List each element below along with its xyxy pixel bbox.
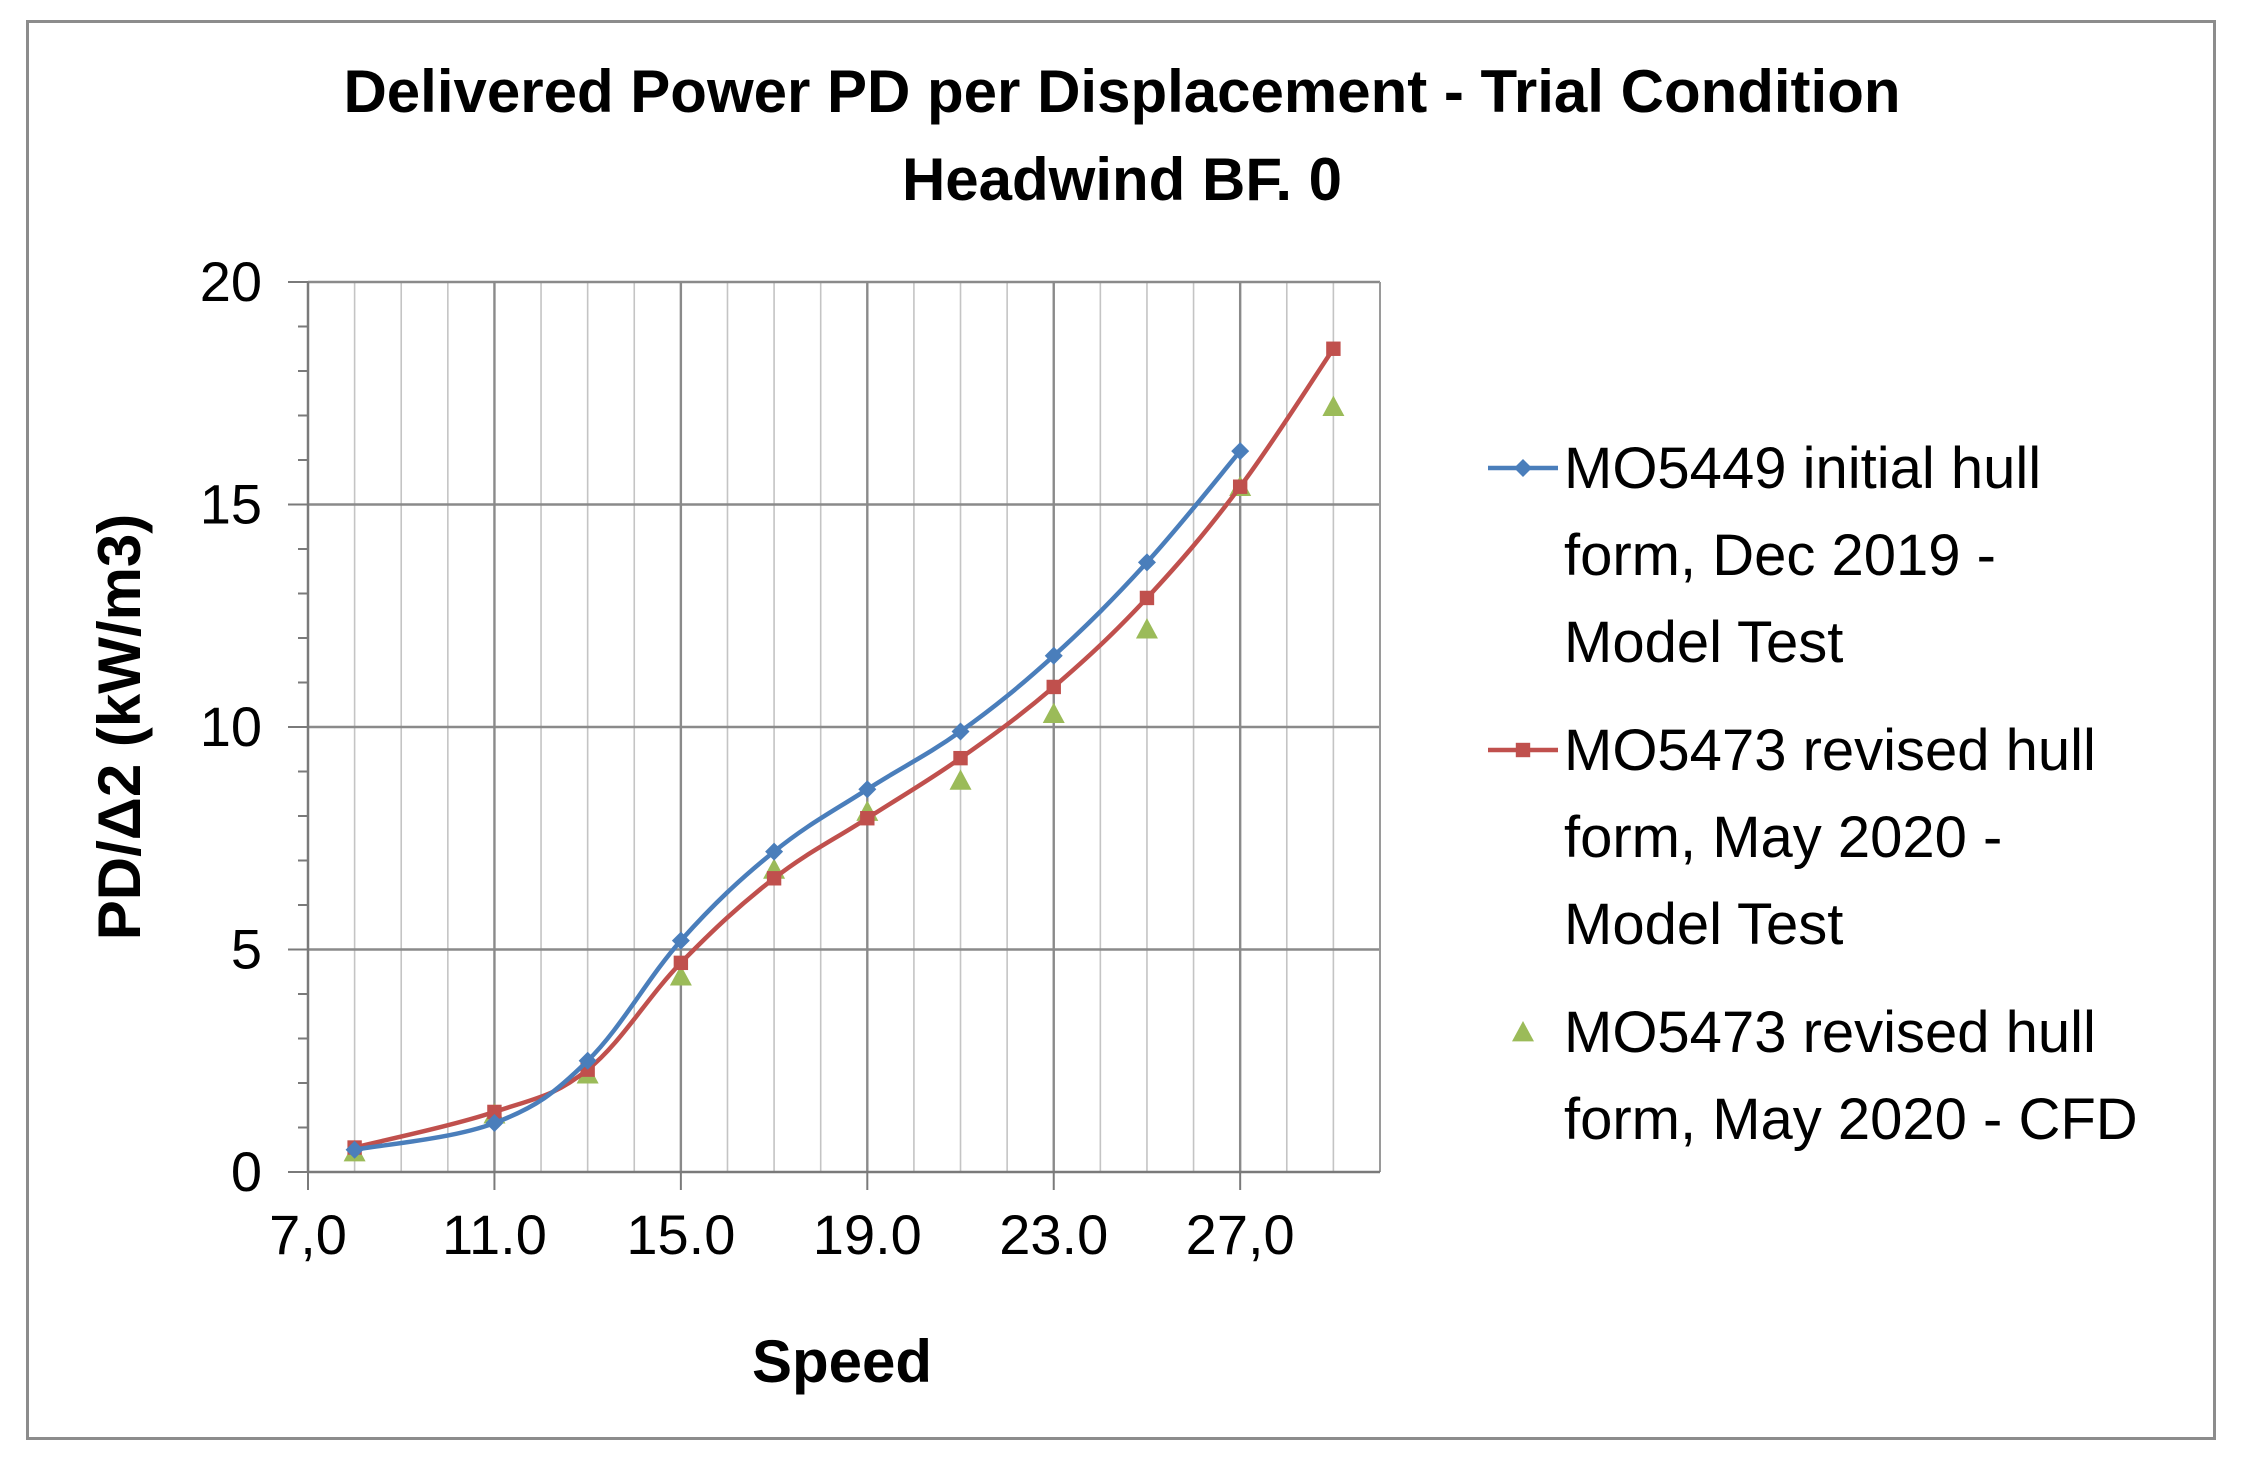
series-2-point xyxy=(860,811,875,826)
y-tick-label: 10 xyxy=(200,695,262,758)
series-1-point xyxy=(1044,646,1063,665)
legend-layer: MO5449 initial hull form, Dec 2019 - Model… xyxy=(1488,436,2138,1152)
y-tick-label: 0 xyxy=(231,1140,262,1203)
series-1-point xyxy=(1231,442,1250,461)
series-1-point xyxy=(578,1051,597,1070)
series-2-line xyxy=(354,347,1336,1150)
legend-item-1: MO5449 initial hull form, Dec 2019 - Model… xyxy=(1488,436,2041,675)
series-layer xyxy=(343,341,1345,1162)
text-layer: 0 5 10 15 20 7,0 11.0 15.0 19.0 23.0 27,0 Delivered… xyxy=(86,58,1901,1395)
series-3-point xyxy=(669,965,692,986)
series-1-point xyxy=(858,780,877,799)
series-2-point xyxy=(1139,590,1155,606)
series-2-point xyxy=(673,955,689,971)
axes-layer xyxy=(288,281,1380,1190)
y-tick-label: 15 xyxy=(200,473,262,536)
series-1 xyxy=(345,442,1250,1159)
series-3-point xyxy=(1135,618,1158,639)
chart-title-line-1: Delivered Power PD per Displacement - Tr… xyxy=(343,58,1900,125)
series-2-point xyxy=(1232,479,1248,494)
legend-marker-key xyxy=(1512,1021,1534,1042)
series-2-point xyxy=(487,1104,502,1120)
series-2-point xyxy=(1046,679,1061,695)
x-tick-label: 27,0 xyxy=(1186,1203,1295,1266)
chart-title-line-2: Headwind BF. 0 xyxy=(902,146,1342,213)
legend-marker-key xyxy=(1515,742,1531,758)
series-1-point xyxy=(1137,553,1156,572)
y-tick-label: 20 xyxy=(200,250,262,313)
x-axis-title: Speed xyxy=(752,1328,932,1395)
legend-label: Model Test xyxy=(1564,610,1843,675)
chart-frame xyxy=(26,20,2216,1440)
legend-label: MO5473 revised hull xyxy=(1564,1000,2096,1065)
legend-item-3: MO5473 revised hull form, May 2020 - CFD xyxy=(1512,1000,2138,1152)
series-1-point xyxy=(765,842,784,861)
x-tick-label: 15.0 xyxy=(626,1203,735,1266)
series-3-point xyxy=(1042,702,1065,723)
series-3-point xyxy=(949,769,972,790)
x-tick-label: 23.0 xyxy=(999,1203,1108,1266)
series-2 xyxy=(347,341,1341,1155)
legend-label: form, May 2020 - CFD xyxy=(1564,1087,2138,1152)
x-tick-label: 11.0 xyxy=(442,1203,547,1266)
legend-label: MO5449 initial hull xyxy=(1564,436,2041,501)
series-1-line xyxy=(354,449,1242,1152)
y-tick-label: 5 xyxy=(231,918,262,981)
legend-label: Model Test xyxy=(1564,892,1843,957)
series-2-point xyxy=(1326,341,1341,356)
legend-marker-key xyxy=(1514,459,1532,477)
legend-label: form, Dec 2019 - xyxy=(1564,523,1996,588)
series-2-point xyxy=(766,871,782,886)
legend-label: form, May 2020 - xyxy=(1564,805,2002,870)
series-1-point xyxy=(951,722,970,741)
series-2-point xyxy=(953,750,968,766)
x-tick-label: 19.0 xyxy=(813,1203,922,1266)
y-axis-title: PD/Δ2 (kW/m3) xyxy=(86,514,153,941)
legend-label: MO5473 revised hull xyxy=(1564,718,2096,783)
grid-layer xyxy=(308,280,1381,1172)
x-tick-label: 7,0 xyxy=(269,1203,347,1266)
legend-item-2: MO5473 revised hull form, May 2020 - Model… xyxy=(1488,718,2096,957)
series-1-point xyxy=(345,1140,364,1159)
series-1-point xyxy=(485,1114,504,1133)
series-3-point xyxy=(1322,395,1345,416)
series-1-point xyxy=(671,931,690,950)
